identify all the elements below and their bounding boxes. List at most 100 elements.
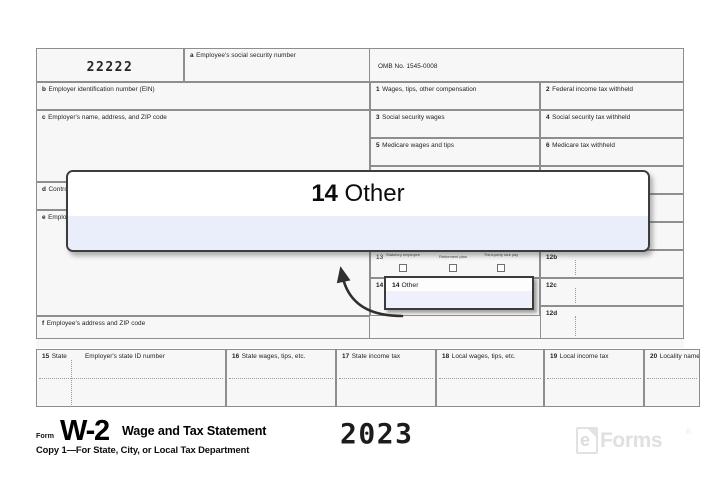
box-e-letter: e bbox=[42, 214, 46, 221]
box-15-divider bbox=[71, 360, 72, 405]
box-1-label: 1 Wages, tips, other compensation bbox=[376, 86, 477, 94]
box-12d-divider bbox=[575, 316, 576, 336]
box-15-state[interactable]: 15 State Employer's state ID number bbox=[36, 349, 226, 407]
box-f-employee-address[interactable]: f Employee's address and ZIP code bbox=[36, 316, 370, 338]
box-3-label: 3 Social security wages bbox=[376, 114, 445, 122]
box-12c-number: 12c bbox=[546, 282, 557, 289]
box-16-state-wages[interactable]: 16 State wages, tips, etc. bbox=[226, 349, 336, 407]
box-12c[interactable]: 12c bbox=[540, 278, 684, 306]
box-15-number: 15 bbox=[42, 353, 50, 360]
small-box-14-label: 14 Other bbox=[392, 282, 418, 289]
box-13-checkboxes[interactable]: 13 Statutory employee Retirement plan Th… bbox=[370, 250, 540, 278]
box-19-row-divider bbox=[547, 378, 641, 379]
box-6-medicare-tax[interactable]: 6 Medicare tax withheld bbox=[540, 138, 684, 166]
box-c-label: c Employer's name, address, and ZIP code bbox=[42, 114, 167, 122]
box-16-text: State wages, tips, etc. bbox=[241, 353, 306, 360]
footer-form-word: Form bbox=[36, 431, 54, 440]
box-6-label: 6 Medicare tax withheld bbox=[546, 142, 615, 150]
box-15-label: 15 State bbox=[42, 353, 67, 361]
magnified-box-14-other-callout[interactable]: 14 Other bbox=[66, 170, 650, 252]
box-4-label: 4 Social security tax withheld bbox=[546, 114, 630, 122]
box-12b-divider bbox=[575, 260, 576, 275]
box-20-locality-name[interactable]: 20 Locality name bbox=[644, 349, 700, 407]
box-17-number: 17 bbox=[342, 353, 350, 360]
small-box-top-band bbox=[386, 278, 532, 291]
box-16-number: 16 bbox=[232, 353, 240, 360]
box-18-label: 18 Local wages, tips, etc. bbox=[442, 353, 516, 361]
box-b-text: Employer identification number (EIN) bbox=[48, 86, 155, 93]
control-number-value: 22222 bbox=[86, 60, 134, 75]
box-16-row-divider bbox=[229, 378, 333, 379]
box-19-label: 19 Local income tax bbox=[550, 353, 608, 361]
box-1-text: Wages, tips, other compensation bbox=[382, 86, 477, 93]
box-b-ein[interactable]: b Employer identification number (EIN) bbox=[36, 82, 370, 110]
box-5-number: 5 bbox=[376, 142, 380, 149]
box-3-ss-wages[interactable]: 3 Social security wages bbox=[370, 110, 540, 138]
footer-form-title: Wage and Tax Statement bbox=[122, 424, 267, 438]
box-18-number: 18 bbox=[442, 353, 450, 360]
small-box-14-number: 14 bbox=[392, 282, 400, 289]
state-local-band: 15 State Employer's state ID number 16 Sta… bbox=[36, 349, 700, 409]
box-19-text: Local income tax bbox=[559, 353, 609, 360]
checkbox-statutory-employee[interactable] bbox=[399, 264, 407, 272]
box-12c-label: 12c bbox=[546, 282, 559, 290]
box-12b-label: 12b bbox=[546, 254, 560, 262]
box-17-state-income-tax[interactable]: 17 State income tax bbox=[336, 349, 436, 407]
box-1-wages[interactable]: 1 Wages, tips, other compensation bbox=[370, 82, 540, 110]
box-control-number-22222[interactable]: 22222 bbox=[36, 48, 184, 82]
magnified-label-band bbox=[68, 172, 648, 216]
footer-form-number: W-2 bbox=[60, 415, 110, 447]
box-4-number: 4 bbox=[546, 114, 550, 121]
box-3-text: Social security wages bbox=[382, 114, 445, 121]
box-13-check-label-statutory: Statutory employee bbox=[386, 252, 420, 257]
box-a-ssn[interactable]: a Employee's social security number bbox=[184, 48, 370, 82]
eforms-logo[interactable]: e Forms ® bbox=[576, 427, 692, 457]
box-6-text: Medicare tax withheld bbox=[552, 142, 615, 149]
box-12c-divider bbox=[575, 288, 576, 303]
box-d-letter: d bbox=[42, 186, 46, 193]
box-12b[interactable]: 12b bbox=[540, 250, 684, 278]
box-omb: OMB No. 1545-0008 bbox=[370, 48, 684, 82]
highlighted-box-14-other-small[interactable]: 14 Other bbox=[384, 276, 534, 310]
box-14-number: 14 bbox=[376, 282, 384, 289]
box-17-row-divider bbox=[339, 378, 433, 379]
box-f-text: Employee's address and ZIP code bbox=[46, 320, 146, 327]
box-4-ss-tax[interactable]: 4 Social security tax withheld bbox=[540, 110, 684, 138]
box-20-text: Locality name bbox=[659, 353, 700, 360]
footer-tax-year: 2023 bbox=[340, 417, 414, 450]
box-6-number: 6 bbox=[546, 142, 550, 149]
box-c-text: Employer's name, address, and ZIP code bbox=[48, 114, 167, 121]
box-f-letter: f bbox=[42, 320, 45, 327]
box-19-local-income-tax[interactable]: 19 Local income tax bbox=[544, 349, 644, 407]
box-18-row-divider bbox=[439, 378, 541, 379]
box-12b-number: 12b bbox=[546, 254, 558, 261]
box-a-letter: a bbox=[190, 52, 194, 59]
box-5-label: 5 Medicare wages and tips bbox=[376, 142, 454, 150]
box-13-number: 13 bbox=[376, 254, 384, 261]
omb-number: OMB No. 1545-0008 bbox=[378, 63, 438, 70]
magnified-entry-field[interactable] bbox=[68, 216, 648, 250]
box-13-check-label-retirement: Retirement plan bbox=[439, 254, 467, 259]
box-12d[interactable]: 12d bbox=[540, 306, 684, 338]
eforms-logo-word: Forms bbox=[600, 429, 663, 452]
box-18-local-wages[interactable]: 18 Local wages, tips, etc. bbox=[436, 349, 544, 407]
eforms-logo-trademark: ® bbox=[686, 429, 692, 436]
box-2-federal-tax[interactable]: 2 Federal income tax withheld bbox=[540, 82, 684, 110]
box-1-number: 1 bbox=[376, 86, 380, 93]
box-17-text: State income tax bbox=[351, 353, 401, 360]
box-2-number: 2 bbox=[546, 86, 550, 93]
box-19-number: 19 bbox=[550, 353, 558, 360]
checkbox-retirement-plan[interactable] bbox=[449, 264, 457, 272]
box-12d-label: 12d bbox=[546, 310, 560, 318]
magnified-box-number: 14 bbox=[311, 180, 338, 207]
box-2-label: 2 Federal income tax withheld bbox=[546, 86, 633, 94]
form-footer: Form W-2 Wage and Tax Statement Copy 1—F… bbox=[36, 415, 696, 470]
footer-copy-line: Copy 1—For State, City, or Local Tax Dep… bbox=[36, 444, 250, 455]
box-3-number: 3 bbox=[376, 114, 380, 121]
box-b-letter: b bbox=[42, 86, 46, 93]
box-5-medicare-wages[interactable]: 5 Medicare wages and tips bbox=[370, 138, 540, 166]
box-16-label: 16 State wages, tips, etc. bbox=[232, 353, 305, 361]
eforms-logo-e: e bbox=[580, 430, 591, 450]
checkbox-third-party-sick-pay[interactable] bbox=[497, 264, 505, 272]
box-2-text: Federal income tax withheld bbox=[552, 86, 634, 93]
